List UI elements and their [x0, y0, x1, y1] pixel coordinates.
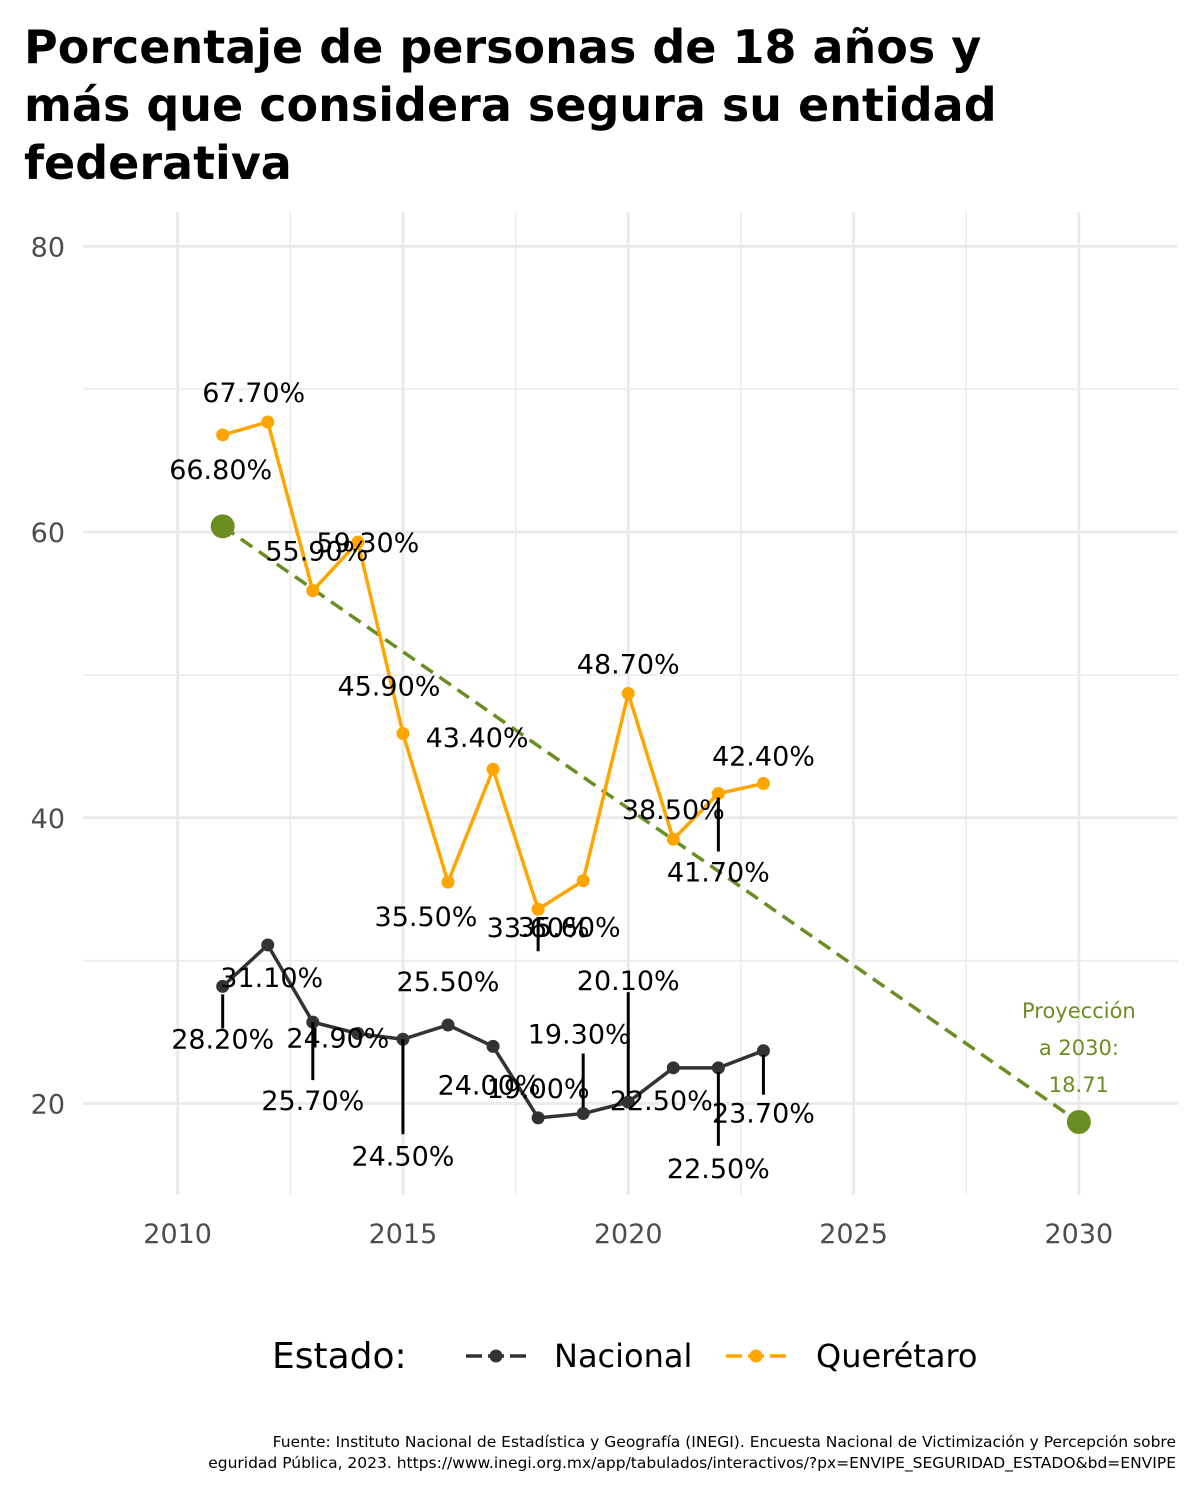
legend-title: Estado:	[272, 1336, 407, 1377]
trend-point	[1066, 1109, 1091, 1134]
legend: Estado: Nacional Querétaro	[272, 1336, 977, 1377]
data-point	[531, 1111, 545, 1125]
data-label: 24.50%	[351, 1141, 454, 1172]
data-point	[756, 777, 770, 791]
series-line	[222, 420, 764, 911]
data-point	[261, 938, 275, 952]
data-point	[531, 902, 545, 916]
data-point	[441, 1018, 455, 1032]
data-label: 20.10%	[577, 966, 680, 997]
legend-key-point	[749, 1349, 763, 1363]
projection-label-line: 18.71	[1049, 1073, 1109, 1097]
data-point	[666, 832, 680, 846]
data-label: 35.50%	[375, 902, 478, 933]
data-label: 43.40%	[426, 723, 529, 754]
x-tick-label: 2025	[819, 1219, 888, 1250]
y-tick-label: 80	[31, 232, 65, 263]
data-point	[711, 787, 725, 801]
data-label: 48.70%	[577, 649, 680, 680]
x-tick-label: 2020	[594, 1219, 663, 1250]
data-label: 35.60%	[518, 913, 621, 944]
data-point	[441, 875, 455, 889]
data-point	[486, 762, 500, 776]
data-point	[711, 1061, 725, 1075]
data-point	[351, 535, 365, 549]
projection-annotation: Proyección a 2030: 18.71	[1022, 999, 1136, 1097]
data-point	[666, 1061, 680, 1075]
trend-line	[221, 524, 1080, 1124]
y-tick-label: 60	[31, 518, 65, 549]
data-label: 24.00%	[438, 1070, 541, 1101]
data-label: 33.60%	[487, 913, 590, 944]
data-label: 22.50%	[610, 1086, 713, 1117]
data-point	[216, 428, 230, 442]
data-point	[216, 979, 230, 993]
data-label: 28.20%	[171, 1024, 274, 1055]
data-point	[261, 415, 275, 429]
data-labels: 28.20% 31.10% 25.70% 24.90% 24.50% 25.50% 24.0…	[169, 378, 815, 1185]
data-point	[351, 1027, 365, 1041]
data-label: 24.90%	[286, 1024, 389, 1055]
data-label: 23.70%	[712, 1099, 815, 1130]
data-series	[216, 415, 770, 1125]
data-label: 25.70%	[261, 1086, 364, 1117]
axis-tick-labels: 2010 2015 2020 2025 2030 20 40 60 80	[31, 232, 1114, 1250]
x-tick-label: 2030	[1045, 1219, 1114, 1250]
x-tick-label: 2010	[143, 1219, 212, 1250]
data-point	[756, 1044, 770, 1058]
data-label: 42.40%	[712, 742, 815, 773]
data-label: 67.70%	[202, 378, 305, 409]
data-point	[576, 1107, 590, 1121]
data-label: 19.00%	[487, 1074, 590, 1105]
line-chart: 2010 2015 2020 2025 2030 20 40 60 80 28.20% 31.10…	[31, 212, 1178, 1377]
data-label: 55.90%	[265, 537, 368, 568]
y-tick-label: 40	[31, 804, 65, 835]
data-point	[621, 686, 635, 700]
data-point	[306, 1015, 320, 1029]
data-point	[306, 584, 320, 598]
legend-key-point	[489, 1349, 503, 1363]
data-point	[576, 874, 590, 888]
data-label: 38.50%	[622, 795, 725, 826]
data-point	[396, 727, 410, 741]
data-point	[621, 1095, 635, 1109]
data-label: 31.10%	[220, 963, 323, 994]
data-point	[486, 1039, 500, 1053]
data-label: 19.30%	[528, 1020, 631, 1051]
source-note: Fuente: Instituto Nacional de Estadístic…	[0, 1432, 1176, 1474]
data-label: 66.80%	[169, 455, 272, 486]
source-line-2: eguridad Pública, 2023. https://www.ineg…	[208, 1454, 1176, 1472]
trend-projection	[210, 514, 1091, 1134]
projection-label-line: Proyección	[1022, 999, 1136, 1023]
chart-title: Porcentaje de personas de 18 años y más …	[24, 20, 997, 190]
legend-entry-label: Nacional	[554, 1337, 692, 1375]
grid-lines	[83, 212, 1178, 1195]
trend-point	[210, 514, 235, 539]
data-label: 45.90%	[337, 672, 440, 703]
y-tick-label: 20	[31, 1090, 65, 1121]
data-label: 25.50%	[397, 967, 500, 998]
projection-label-line: a 2030:	[1039, 1036, 1119, 1060]
data-label: 22.50%	[667, 1154, 770, 1185]
source-line-1: Fuente: Instituto Nacional de Estadístic…	[272, 1433, 1176, 1451]
legend-entry-label: Querétaro	[816, 1337, 977, 1375]
data-label: 41.70%	[667, 858, 770, 889]
x-tick-label: 2015	[369, 1219, 438, 1250]
data-label: 59.30%	[316, 528, 419, 559]
